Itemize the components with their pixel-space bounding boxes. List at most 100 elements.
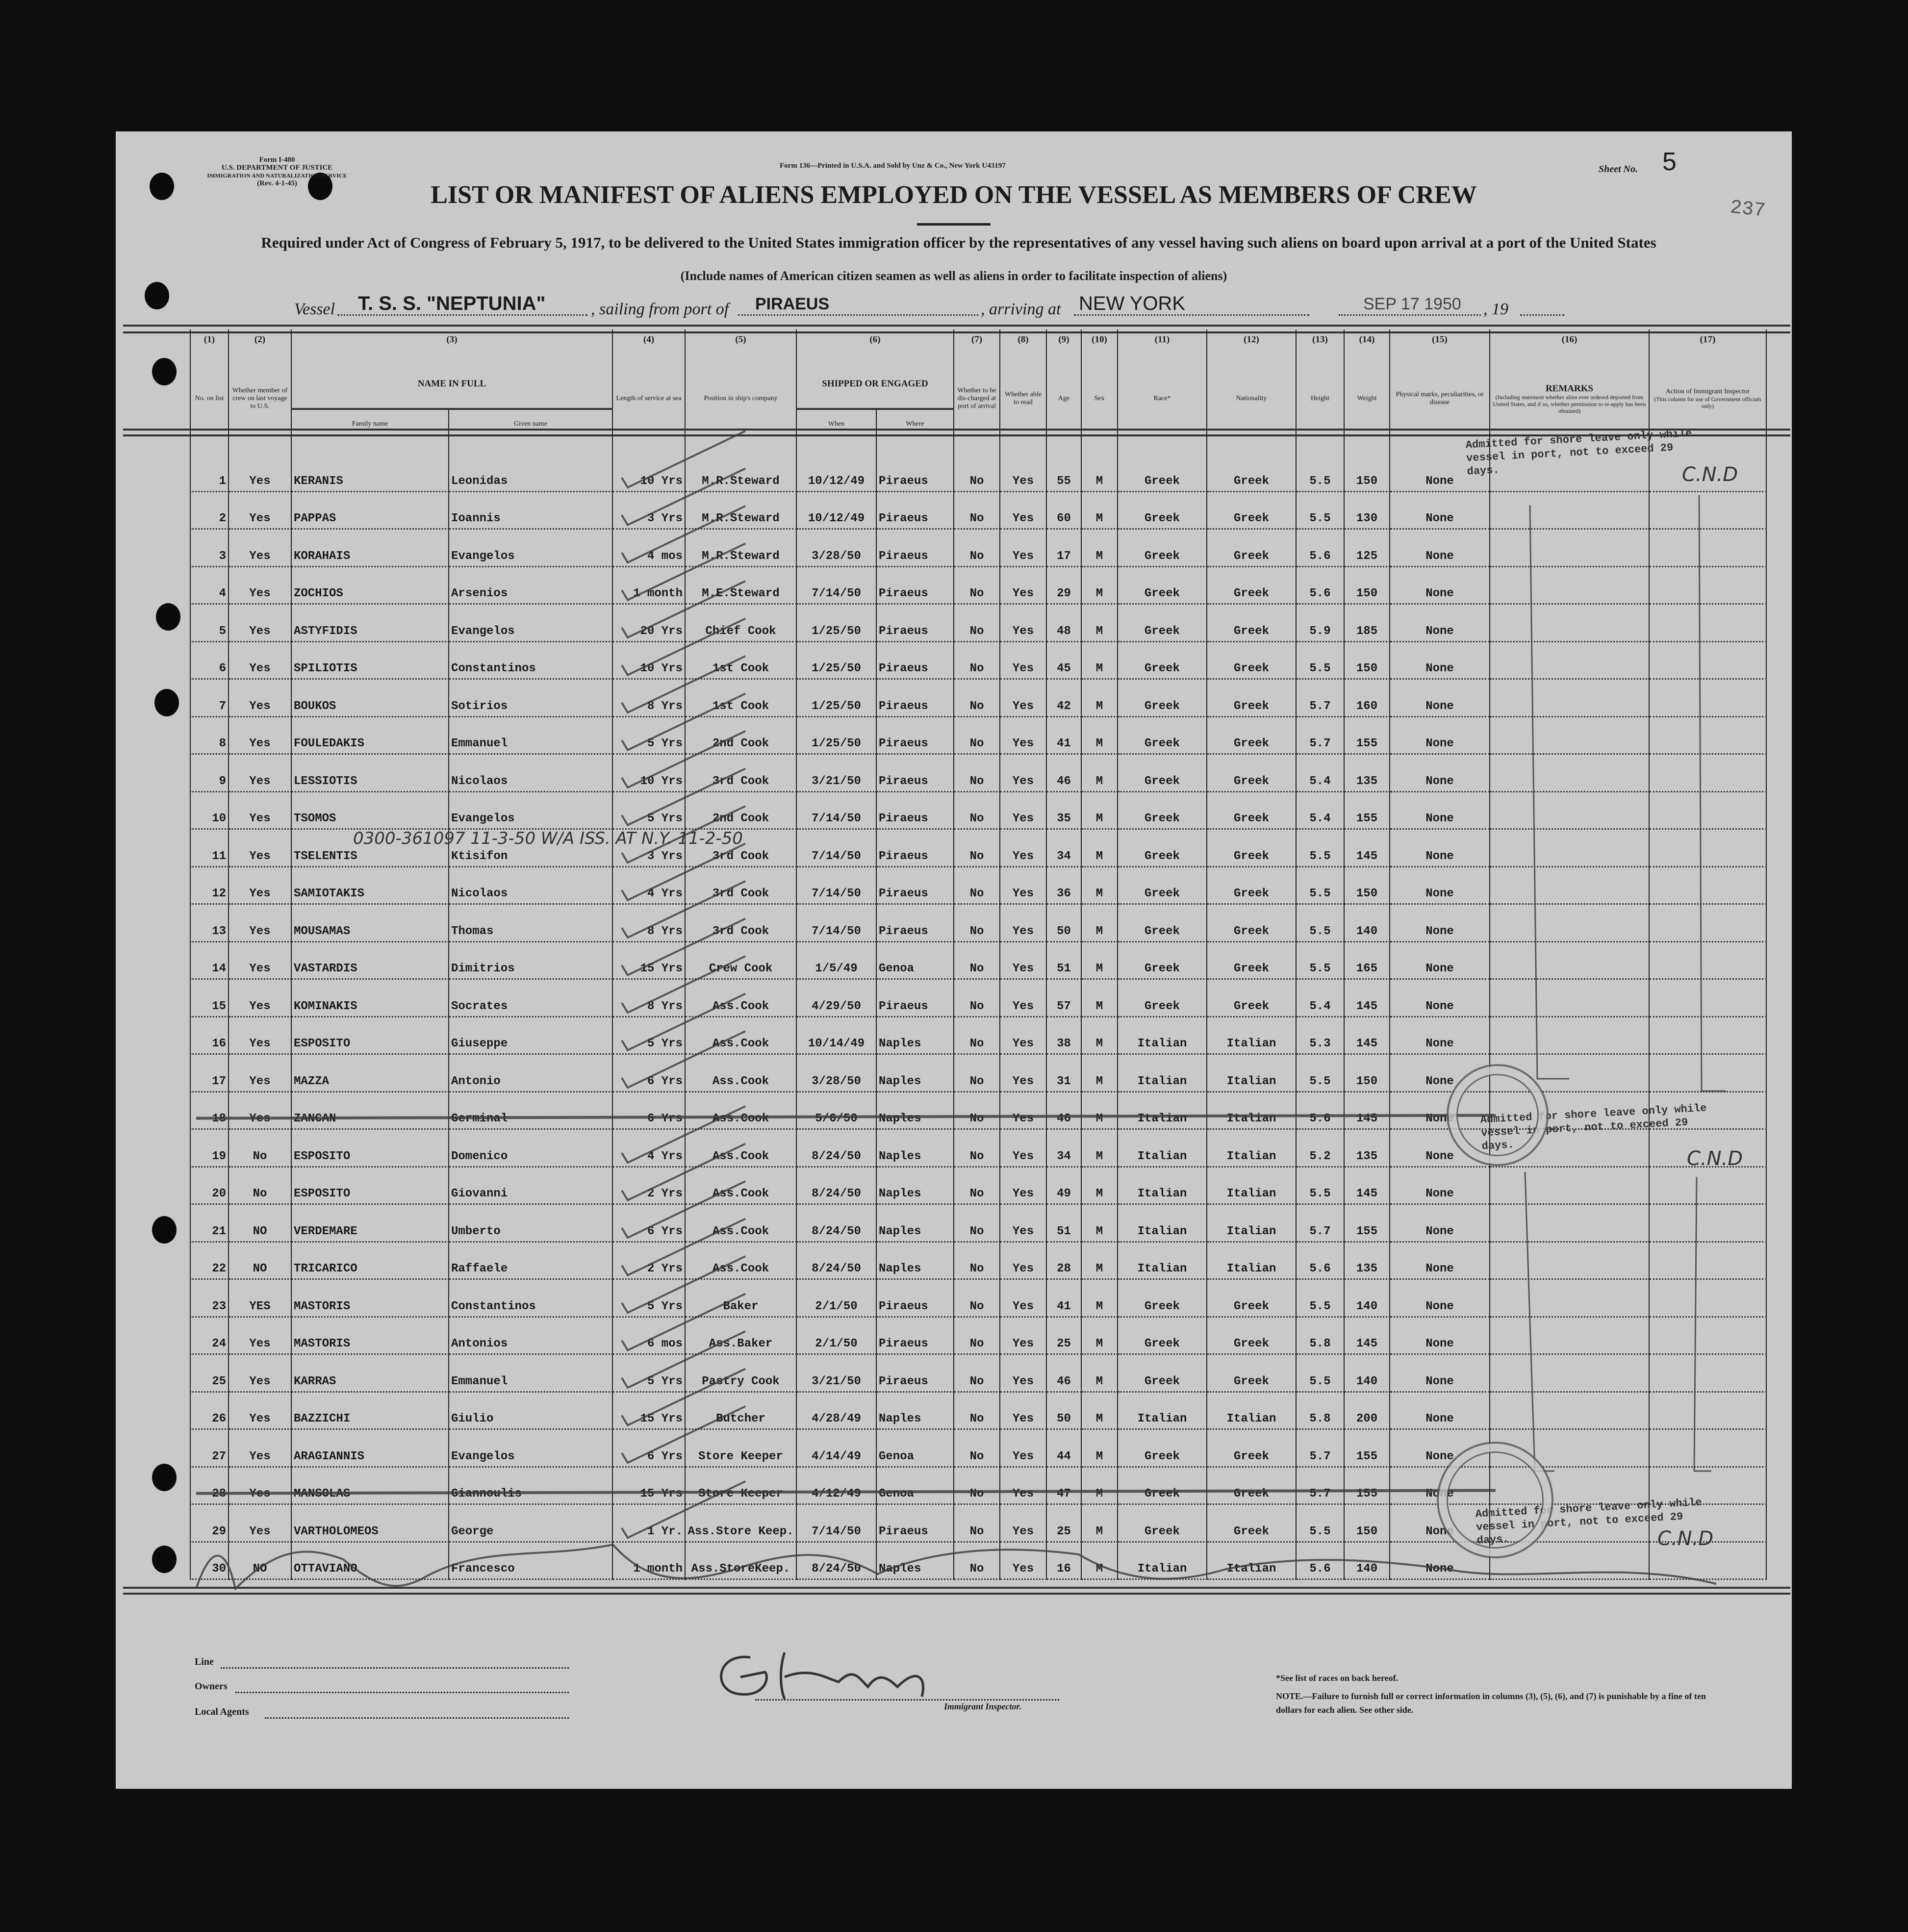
- action-cell: [1649, 716, 1767, 755]
- action-cell: [1649, 941, 1767, 980]
- shipped-where: Piraeus: [876, 866, 954, 905]
- to-be-discharged: No: [953, 1279, 1000, 1318]
- row-number: 7: [190, 679, 229, 717]
- punch-hole: [150, 173, 174, 200]
- position: Ass.Cook: [685, 1129, 797, 1168]
- nationality: Italian: [1206, 1242, 1297, 1280]
- length-of-service: 3 Yrs: [612, 491, 686, 530]
- remarks-cell: [1489, 529, 1650, 567]
- age: 25: [1046, 1504, 1082, 1543]
- punch-hole: [152, 1546, 177, 1573]
- inspector-signature: [720, 1652, 925, 1700]
- punch-hole: [308, 173, 332, 200]
- shipped-when: 3/21/50: [796, 1354, 877, 1393]
- physical-marks: None: [1389, 791, 1490, 830]
- header-when: When: [796, 408, 877, 438]
- length-of-service: 3 Yrs: [612, 829, 686, 867]
- crew-last-voyage: NO: [228, 1204, 292, 1243]
- form-number: Form I-480: [259, 156, 295, 164]
- crew-last-voyage: Yes: [228, 641, 292, 680]
- table-row: 6 Yes SPILIOTIS Constantinos 10 Yrs 1st Cook 1…: [190, 641, 1767, 680]
- to-be-discharged: No: [953, 1054, 1000, 1093]
- action-cell: [1649, 1504, 1767, 1543]
- sex: M: [1081, 1129, 1118, 1168]
- able-to-read: Yes: [999, 1204, 1047, 1243]
- col-num: (5): [685, 330, 797, 359]
- race: Greek: [1117, 1467, 1207, 1505]
- col-num: (17): [1649, 330, 1767, 359]
- sex: M: [1081, 1054, 1118, 1093]
- row-number: 27: [190, 1429, 229, 1468]
- position: 2nd Cook: [685, 716, 797, 755]
- shipped-when: 4/12/49: [796, 1467, 877, 1505]
- shipped-when: 4/28/49: [796, 1392, 877, 1430]
- able-to-read: Yes: [999, 1467, 1047, 1505]
- nationality: Greek: [1206, 754, 1297, 792]
- bracket-line: [1529, 505, 1569, 1080]
- shipped-where: Naples: [876, 1129, 954, 1168]
- age: 29: [1046, 566, 1082, 605]
- height: 5.6: [1296, 1092, 1345, 1130]
- table-row: 9 Yes LESSIOTIS Nicolaos 10 Yrs 3rd Cook 3/21/…: [190, 754, 1767, 792]
- able-to-read: Yes: [999, 1354, 1047, 1393]
- check-mark: [621, 1293, 746, 1352]
- nationality: Italian: [1206, 1167, 1297, 1205]
- shipped-when: 8/24/50: [796, 1129, 877, 1168]
- weight: 150: [1344, 433, 1390, 492]
- given-name: Ktisifon: [448, 829, 613, 867]
- header-length: Length of service at sea: [612, 359, 686, 438]
- row-number: 20: [190, 1167, 229, 1205]
- length-of-service: 20 Yrs: [612, 604, 686, 642]
- able-to-read: Yes: [999, 1242, 1047, 1280]
- action-title: Action of Immigrant Inspector: [1665, 388, 1750, 395]
- nationality: Italian: [1206, 1017, 1297, 1055]
- length-of-service: 2 Yrs: [612, 1242, 686, 1280]
- family-name: ESPOSITO: [291, 1167, 449, 1205]
- row-number: 4: [190, 566, 229, 605]
- table-row: 21 NO VERDEMARE Umberto 6 Yrs Ass.Cook 8/24/50…: [190, 1204, 1767, 1243]
- race: Greek: [1117, 1504, 1207, 1543]
- owners-label: Owners: [195, 1681, 228, 1692]
- check-mark: [621, 430, 746, 489]
- crew-last-voyage: Yes: [228, 1392, 292, 1430]
- to-be-discharged: No: [953, 979, 1000, 1017]
- nationality: Greek: [1206, 1504, 1297, 1543]
- crew-last-voyage: Yes: [228, 1317, 292, 1355]
- voyage-line: Vessel T. S. S. "NEPTUNIA" , sailing fro…: [294, 289, 1628, 319]
- row-number: 6: [190, 641, 229, 680]
- shipped-when: 2/1/50: [796, 1279, 877, 1318]
- to-be-discharged: No: [953, 604, 1000, 642]
- table-row: 25 Yes KARRAS Emmanuel 5 Yrs Pastry Cook 3/21/…: [190, 1354, 1767, 1393]
- race: Greek: [1117, 866, 1207, 905]
- length-of-service: 8 Yrs: [612, 904, 686, 942]
- weight: 145: [1344, 829, 1390, 867]
- sex: M: [1081, 566, 1118, 605]
- shipped-when: 7/14/50: [796, 904, 877, 942]
- to-be-discharged: No: [953, 1092, 1000, 1130]
- family-name: BOUKOS: [291, 679, 449, 717]
- remarks-cell: [1489, 941, 1650, 980]
- family-name: ZOCHIOS: [291, 566, 449, 605]
- vessel-label: Vessel: [294, 300, 335, 318]
- sex: M: [1081, 829, 1118, 867]
- race: Greek: [1117, 604, 1207, 642]
- age: 28: [1046, 1242, 1082, 1280]
- remarks-cell: [1489, 979, 1650, 1017]
- row-number: 24: [190, 1317, 229, 1355]
- length-of-service: 15 Yrs: [612, 1467, 686, 1505]
- remarks-cell: [1489, 679, 1650, 717]
- action-cell: [1649, 1017, 1767, 1055]
- able-to-read: Yes: [999, 433, 1047, 492]
- action-cell: [1649, 1167, 1767, 1205]
- line-label: Line: [195, 1656, 214, 1667]
- length-of-service: 1 month: [612, 1542, 686, 1580]
- position: Ass.StoreKeep.: [685, 1542, 797, 1580]
- race: Italian: [1117, 1092, 1207, 1130]
- check-mark: [621, 1368, 746, 1427]
- age: 41: [1046, 716, 1082, 755]
- bracket-line: [1693, 1176, 1711, 1472]
- weight: 150: [1344, 566, 1390, 605]
- family-name: KARRAS: [291, 1354, 449, 1393]
- header-shipped: SHIPPED OR ENGAGED: [796, 359, 954, 409]
- nationality: Greek: [1206, 904, 1297, 942]
